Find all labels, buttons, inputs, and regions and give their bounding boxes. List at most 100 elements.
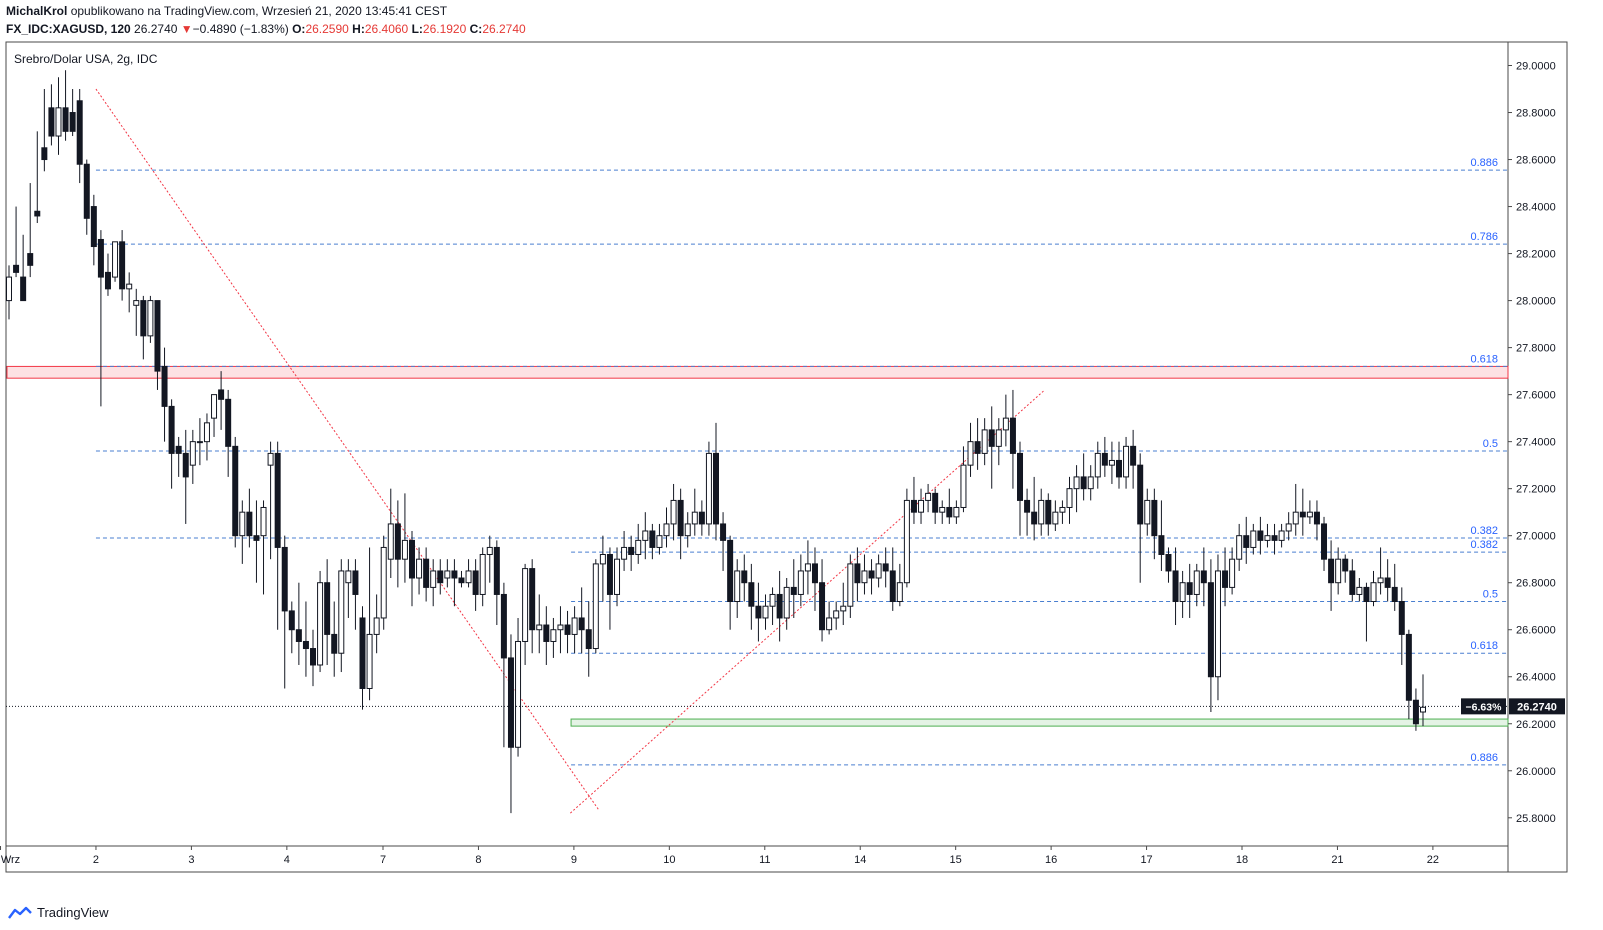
candle-body: [366, 633, 373, 689]
candle: [281, 535, 288, 689]
candle-body: [819, 582, 826, 631]
candle-body: [677, 499, 684, 537]
candle: [147, 295, 154, 343]
x-tick-label: 22: [1427, 854, 1439, 866]
candle-body: [1002, 417, 1009, 431]
candle: [1250, 523, 1257, 555]
candle: [762, 594, 769, 630]
candle: [401, 493, 408, 583]
candle-body: [599, 553, 606, 565]
candle: [748, 563, 755, 630]
candle: [34, 131, 41, 224]
candle-body: [1342, 558, 1349, 572]
candle-body: [1321, 523, 1328, 560]
candle-body: [1278, 530, 1285, 541]
candle-body: [225, 398, 232, 447]
candle: [1137, 453, 1144, 583]
candle-body: [6, 276, 12, 302]
candle: [366, 547, 373, 701]
candle-body: [1059, 506, 1066, 513]
candle: [133, 288, 140, 336]
candle-body: [218, 389, 225, 400]
chart-frame: [5, 41, 1568, 873]
low-label: L:: [411, 22, 423, 36]
candle-body: [1229, 558, 1236, 588]
candle: [288, 601, 295, 654]
candle-body: [1306, 511, 1313, 518]
candle-body: [557, 624, 564, 631]
candle-body: [1370, 582, 1377, 603]
candle: [1130, 429, 1137, 489]
candle: [1264, 523, 1271, 548]
candle: [635, 523, 642, 564]
y-tick-label: 27.6000: [1516, 390, 1556, 402]
candle-body: [48, 107, 55, 137]
candle: [1031, 476, 1038, 541]
candle: [1172, 547, 1179, 626]
close-label: C:: [469, 22, 483, 36]
y-tick-label: 27.8000: [1516, 343, 1556, 355]
candle: [1073, 465, 1080, 513]
author-name[interactable]: MichalKrol: [6, 4, 68, 18]
candle: [790, 559, 797, 618]
candle-body: [1384, 577, 1391, 588]
candle-body: [1285, 523, 1292, 532]
x-tick-label: 14: [854, 854, 866, 866]
candle-body: [1052, 511, 1059, 525]
down-arrow-icon: ▼: [180, 22, 193, 36]
candle: [599, 535, 606, 602]
candle: [274, 441, 281, 630]
candle-body: [20, 276, 27, 302]
candle-body: [1144, 499, 1151, 525]
price-change: −0.4890 (−1.83%): [192, 22, 289, 36]
candle-body: [1186, 582, 1193, 595]
candle: [1186, 563, 1193, 618]
candle-body: [840, 605, 847, 612]
candle: [380, 535, 387, 630]
candle-body: [1045, 499, 1052, 525]
candle: [578, 587, 585, 654]
candle: [847, 554, 854, 618]
fib1-level-label: 0.5: [1483, 438, 1498, 450]
candle-body: [826, 617, 833, 631]
candle: [1094, 441, 1101, 489]
candle-body: [168, 405, 175, 454]
candle-body: [1108, 459, 1115, 466]
candle: [203, 413, 210, 461]
open-label: O:: [292, 22, 306, 36]
candle-body: [684, 523, 691, 537]
candle-body: [698, 511, 705, 525]
x-tick-label: 4: [284, 854, 290, 866]
candle-body: [154, 300, 161, 372]
candle-body: [1412, 699, 1419, 725]
candle-body: [1024, 499, 1031, 513]
fib2-level-label: 0.382: [1470, 539, 1498, 551]
candle-body: [41, 147, 48, 161]
candle: [557, 606, 564, 654]
candle: [734, 559, 741, 618]
candle-body: [1377, 577, 1384, 584]
candle: [1229, 547, 1236, 595]
y-tick-label: 26.4000: [1516, 672, 1556, 684]
candle: [1412, 688, 1419, 731]
candle-body: [960, 464, 967, 508]
candle-body: [1299, 511, 1306, 518]
candle-body: [1335, 558, 1342, 584]
candle: [1328, 540, 1335, 611]
candle-body: [769, 593, 776, 607]
candle: [1207, 559, 1214, 712]
candle: [953, 500, 960, 524]
candle: [444, 559, 451, 588]
candle: [621, 530, 628, 571]
candle-body: [479, 553, 486, 595]
candle-body: [691, 511, 698, 525]
candle: [387, 488, 394, 578]
candle: [1123, 436, 1130, 489]
fib2-level-label: 0.5: [1483, 589, 1498, 601]
candle: [826, 601, 833, 635]
candle: [458, 570, 465, 588]
candle-body: [507, 657, 514, 748]
tradingview-brand[interactable]: TradingView: [8, 905, 109, 920]
candle-body: [797, 570, 804, 595]
